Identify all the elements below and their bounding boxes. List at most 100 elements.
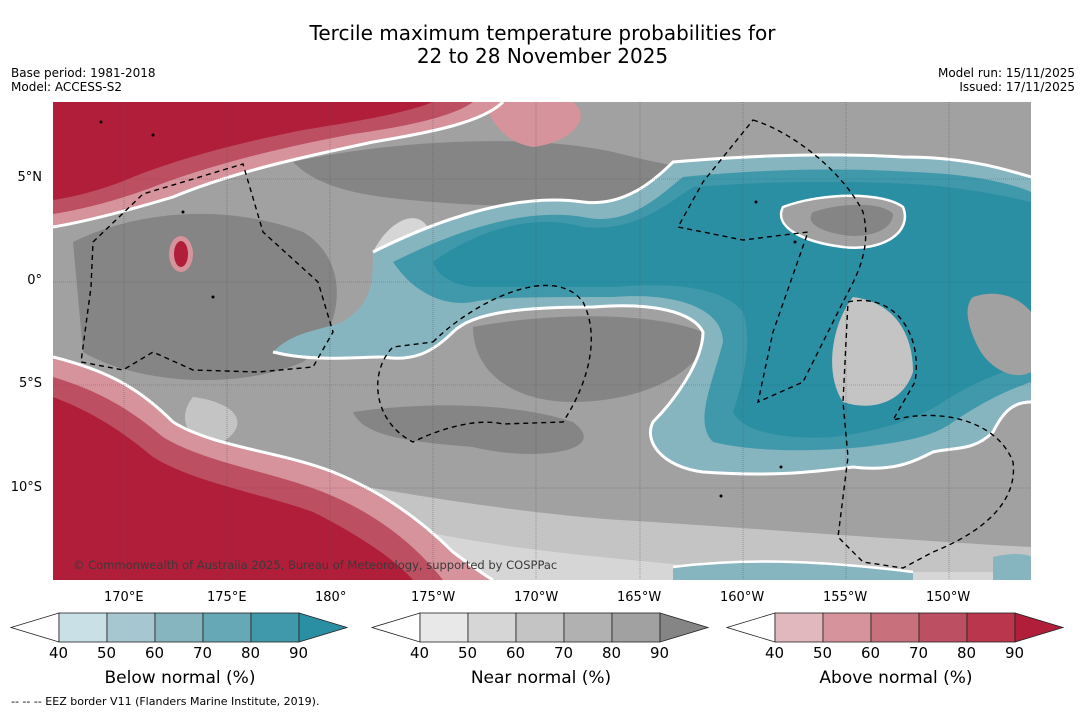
island (779, 465, 783, 469)
colorbar-segment-below-90 (250, 612, 300, 643)
lon-label-180: 180° (315, 590, 347, 605)
colorbar-segment-below-50 (58, 612, 108, 643)
contour-line-south (672, 560, 914, 574)
tick-above-50: 50 (813, 644, 833, 662)
tick-above-70: 70 (909, 644, 929, 662)
colorbar-below-normal: 40 50 60 70 80 90 Below normal (%) (9, 612, 350, 692)
tick-near-90: 90 (650, 644, 670, 662)
colorbar-near-normal-svg (370, 612, 710, 643)
tick-below-40: 40 (49, 644, 69, 662)
probability-map: © Commonwealth of Australia 2025, Bureau… (53, 102, 1031, 580)
lon-label-175e: 175°E (207, 590, 247, 605)
island (754, 200, 758, 204)
title-line-1: Tercile maximum temperature probabilitie… (309, 21, 776, 45)
island (211, 295, 215, 299)
meta-left: Base period: 1981-2018 Model: ACCESS-S2 (11, 66, 156, 94)
eez-border-east (676, 119, 867, 404)
lat-label-0: 0° (27, 273, 42, 288)
contour-line-teal-north (372, 153, 1031, 254)
lon-label-155w: 155°W (823, 590, 868, 605)
model-run: Model run: 15/11/2025 (937, 66, 1075, 80)
colorbar-below-normal-svg (9, 612, 349, 643)
tick-near-60: 60 (506, 644, 526, 662)
contour-line-sw (53, 355, 494, 580)
tick-below-70: 70 (193, 644, 213, 662)
near-normal-wedge-se (832, 297, 913, 406)
below-normal-se-strip (993, 553, 1031, 580)
colorbar-segment-near-40 (370, 612, 421, 643)
contour-line-teal-south (272, 304, 1031, 476)
above-normal-nw-core (53, 102, 433, 200)
near-normal-dark-west (73, 213, 337, 381)
lon-label-170w: 170°W (514, 590, 559, 605)
graticule (53, 102, 1031, 580)
tick-above-90: 90 (1005, 644, 1025, 662)
tick-near-70: 70 (554, 644, 574, 662)
map-title: Tercile maximum temperature probabilitie… (0, 22, 1085, 68)
contour-line-nw (53, 102, 505, 229)
model-name: Model: ACCESS-S2 (11, 80, 123, 94)
island (99, 120, 103, 124)
colorbar-segment-near-max (659, 612, 710, 643)
near-normal-wedge-e (967, 293, 1031, 376)
island (719, 494, 723, 498)
title-line-2: 22 to 28 November 2025 (416, 44, 669, 68)
near-normal-dark-central (353, 405, 584, 454)
tick-below-90: 90 (289, 644, 309, 662)
lon-label-165w: 165°W (617, 590, 662, 605)
colorbar-segment-below-max (298, 612, 349, 643)
islands (99, 120, 797, 498)
colorbar-segment-near-90 (611, 612, 661, 643)
island (793, 240, 797, 244)
colorbar-segment-above-40 (725, 612, 776, 643)
lon-label-170e: 170°E (104, 590, 144, 605)
lon-label-175w: 175°W (411, 590, 456, 605)
contour-line-hole (779, 194, 907, 250)
island (181, 210, 185, 214)
colorbar-label-near: Near normal (%) (470, 668, 612, 688)
lon-label-150w: 150°W (926, 590, 971, 605)
tick-below-60: 60 (145, 644, 165, 662)
above-normal-blob-core (174, 241, 188, 267)
lat-label-5s: 5°S (18, 376, 42, 391)
colorbar-above-normal: 40 50 60 70 80 90 Above normal (%) (725, 612, 1066, 692)
colorbar-segment-near-70 (515, 612, 565, 643)
tick-near-40: 40 (410, 644, 430, 662)
copyright-notice: © Commonwealth of Australia 2025, Bureau… (73, 558, 558, 572)
lon-label-160w: 160°W (720, 590, 765, 605)
tick-below-50: 50 (97, 644, 117, 662)
island (151, 133, 155, 137)
near-normal-lighter-band (383, 522, 1031, 580)
colorbar-near-normal: 40 50 60 70 80 90 Near normal (%) (370, 612, 711, 692)
colorbar-segment-near-50 (419, 612, 469, 643)
colorbar-segment-above-90 (966, 612, 1016, 643)
colorbar-segment-below-80 (202, 612, 252, 643)
issued-date: Issued: 17/11/2025 (959, 80, 1075, 94)
near-normal-hole-ne-core (810, 204, 893, 236)
colorbar-label-above: Above normal (%) (819, 668, 973, 688)
eez-borders (80, 119, 1015, 569)
colorbar-segment-below-40 (9, 612, 60, 643)
colorbar-label-below: Below normal (%) (104, 668, 256, 688)
colorbar-segment-near-80 (563, 612, 613, 643)
colorbar-above-normal-svg (725, 612, 1065, 643)
colorbar-segment-below-70 (154, 612, 204, 643)
colorbar-segment-above-max (1014, 612, 1065, 643)
colorbar-segment-above-50 (774, 612, 824, 643)
lat-label-10s: 10°S (10, 480, 42, 495)
tick-below-80: 80 (241, 644, 261, 662)
tick-above-40: 40 (765, 644, 785, 662)
eez-border-southeast (837, 299, 1015, 569)
lat-label-5n: 5°N (17, 170, 43, 185)
colorbar-segment-above-80 (918, 612, 968, 643)
colorbar-segment-above-60 (822, 612, 872, 643)
meta-right: Model run: 15/11/2025 Issued: 17/11/2025 (938, 66, 1075, 94)
above-normal-n-patch (483, 102, 581, 147)
tick-near-50: 50 (458, 644, 478, 662)
base-period: Base period: 1981-2018 (11, 66, 156, 80)
tick-above-60: 60 (861, 644, 881, 662)
near-normal-light-west (184, 397, 238, 443)
footnote-eez: -- -- -- EEZ border V11 (Flanders Marine… (11, 695, 320, 708)
eez-border-central (377, 284, 592, 443)
tick-above-80: 80 (957, 644, 977, 662)
